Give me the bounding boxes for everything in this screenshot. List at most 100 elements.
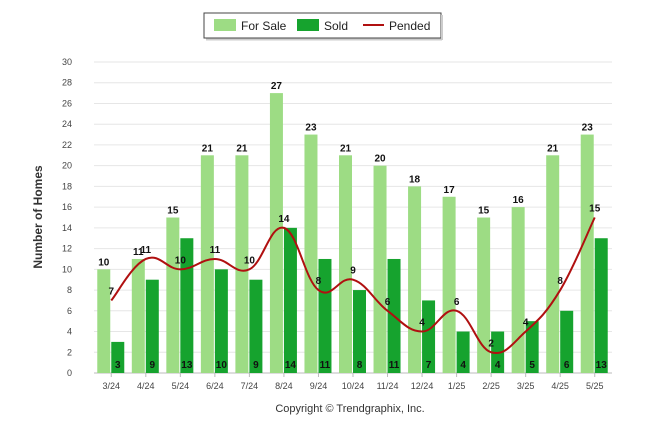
bar-for-sale: [442, 196, 456, 373]
data-label-for-sale: 17: [444, 185, 456, 196]
y-tick-label: 30: [62, 57, 72, 67]
data-label-sold: 14: [285, 360, 297, 371]
y-tick-label: 16: [62, 202, 72, 212]
data-label-pended: 14: [278, 214, 290, 225]
legend-label-sold: Sold: [324, 19, 348, 33]
bar-for-sale: [166, 217, 180, 373]
x-tick-label: 3/24: [103, 381, 121, 391]
data-label-for-sale: 21: [547, 143, 559, 154]
bar-sold: [456, 331, 470, 373]
x-tick-label: 9/24: [310, 381, 328, 391]
bar-sold: [594, 238, 608, 373]
legend-swatch-sold: [297, 19, 319, 31]
y-tick-label: 22: [62, 140, 72, 150]
x-tick-label: 2/25: [482, 381, 500, 391]
bar-for-sale: [97, 269, 111, 373]
bar-sold: [318, 258, 332, 373]
data-label-for-sale: 11: [133, 247, 144, 258]
data-label-pended: 6: [454, 297, 460, 308]
data-label-pended: 7: [108, 286, 114, 297]
data-label-pended: 8: [316, 276, 322, 287]
data-label-sold: 7: [426, 360, 432, 371]
data-label-sold: 9: [253, 360, 259, 371]
data-label-for-sale: 15: [478, 206, 490, 217]
bar-sold: [422, 300, 436, 373]
data-label-pended: 6: [385, 297, 391, 308]
legend-box: [203, 12, 442, 39]
data-label-sold: 9: [150, 360, 156, 371]
bar-for-sale: [235, 155, 249, 373]
data-label-for-sale: 16: [513, 195, 525, 206]
x-tick-label: 5/24: [172, 381, 190, 391]
data-label-pended: 10: [175, 255, 187, 266]
x-tick-label: 1/25: [448, 381, 466, 391]
data-label-pended: 8: [557, 276, 563, 287]
bar-for-sale: [200, 155, 214, 373]
data-label-for-sale: 27: [271, 81, 283, 92]
bar-sold: [353, 290, 366, 373]
data-label-sold: 3: [115, 360, 121, 371]
legend-swatch-for-sale: [214, 19, 236, 31]
line-layer: [110, 217, 596, 355]
data-label-for-sale: 23: [305, 123, 317, 134]
bar-for-sale: [304, 134, 318, 373]
data-label-pended: 2: [488, 338, 494, 349]
bar-for-sale: [477, 217, 491, 373]
data-label-layer: 1031191513211021927142311218201118717415…: [98, 81, 607, 371]
bar-for-sale: [339, 155, 352, 373]
x-tick-label: 5/25: [586, 381, 604, 391]
bar-for-sale: [580, 134, 594, 373]
data-label-sold: 13: [596, 360, 608, 371]
bar-sold: [111, 341, 125, 373]
y-tick-label: 20: [62, 161, 72, 171]
data-label-for-sale: 23: [582, 123, 594, 134]
bar-for-sale: [131, 258, 145, 373]
y-tick-label: 12: [62, 244, 72, 254]
data-label-sold: 8: [357, 360, 363, 371]
x-tick-label: 10/24: [342, 381, 365, 391]
data-label-pended: 11: [141, 245, 152, 256]
bar-sold: [180, 238, 194, 373]
legend: For Sale Sold Pended: [203, 12, 443, 41]
data-label-for-sale: 21: [340, 143, 352, 154]
bar-layer: [97, 93, 608, 373]
data-label-for-sale: 15: [167, 206, 179, 217]
bar-for-sale: [269, 93, 283, 373]
y-tick-label: 8: [67, 285, 72, 295]
y-tick-label: 26: [62, 98, 72, 108]
copyright-credit: Copyright © Trendgraphix, Inc.: [275, 403, 424, 415]
y-tick-label: 14: [62, 223, 72, 233]
data-label-sold: 4: [495, 360, 501, 371]
y-tick-label: 6: [67, 306, 72, 316]
data-label-sold: 11: [320, 360, 331, 371]
x-tick-label: 11/24: [377, 381, 399, 391]
x-tick-label: 12/24: [411, 381, 434, 391]
bar-for-sale: [511, 207, 525, 373]
bar-sold: [214, 269, 228, 373]
bar-sold: [283, 227, 297, 373]
data-label-sold: 10: [216, 360, 228, 371]
bar-sold: [525, 321, 539, 373]
data-label-for-sale: 18: [409, 174, 421, 185]
y-tick-label: 18: [62, 181, 72, 191]
pended-line: [110, 217, 596, 355]
data-label-pended: 9: [350, 266, 356, 277]
legend-label-pended: Pended: [389, 19, 430, 33]
y-tick-label: 0: [67, 368, 72, 378]
x-axis-ticks: 3/24 4/24 5/24 6/24 7/24 8/24 9/24 10/24 11/24 12…: [103, 373, 604, 391]
data-label-sold: 11: [389, 360, 400, 371]
x-tick-label: 4/24: [137, 381, 155, 391]
y-tick-label: 10: [62, 264, 72, 274]
y-tick-label: 24: [62, 119, 72, 129]
bar-for-sale: [373, 165, 387, 373]
data-label-for-sale: 21: [236, 143, 248, 154]
data-label-for-sale: 20: [374, 154, 386, 165]
y-tick-label: 2: [67, 347, 72, 357]
bar-sold: [249, 279, 263, 373]
data-label-sold: 6: [564, 360, 570, 371]
data-label-sold: 13: [181, 360, 193, 371]
data-label-for-sale: 21: [202, 143, 214, 154]
